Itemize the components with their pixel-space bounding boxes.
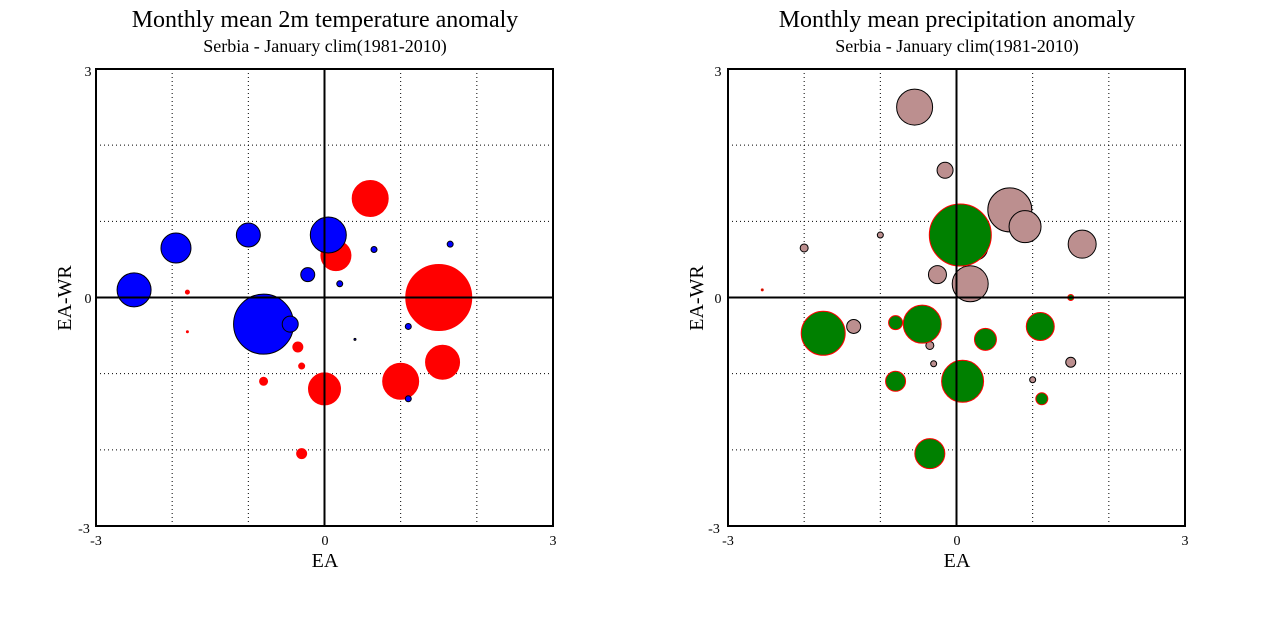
negative-anomaly-bubble <box>235 222 261 248</box>
negative-anomaly-bubble <box>446 240 454 248</box>
negative-anomaly-bubble <box>941 359 985 403</box>
positive-anomaly-bubble <box>351 179 389 217</box>
positive-anomaly-bubble <box>298 362 306 370</box>
positive-anomaly-bubble <box>936 161 954 179</box>
positive-anomaly-bubble <box>930 360 938 368</box>
negative-anomaly-bubble <box>404 395 412 403</box>
chart-subtitle: Serbia - January clim(1981-2010) <box>835 36 1078 57</box>
x-tick-min: -3 <box>722 534 734 549</box>
positive-anomaly-bubble <box>927 265 947 285</box>
bubble-marks <box>760 88 1097 470</box>
x-tick-min: -3 <box>90 534 102 549</box>
positive-anomaly-bubble <box>382 362 420 400</box>
negative-anomaly-bubble <box>336 280 344 288</box>
negative-anomaly-bubble <box>885 370 907 392</box>
negative-anomaly-bubble <box>353 337 357 341</box>
y-axis-label: EA-WR <box>686 265 708 331</box>
positive-anomaly-bubble <box>951 265 989 303</box>
positive-anomaly-bubble <box>876 231 884 239</box>
positive-anomaly-bubble <box>1029 376 1037 384</box>
bubble-marks <box>116 179 473 460</box>
y-tick-max: 3 <box>715 65 722 80</box>
positive-anomaly-bubble <box>296 448 308 460</box>
positive-anomaly-bubble <box>425 344 461 380</box>
y-tick-zero: 0 <box>715 292 722 307</box>
positive-anomaly-bubble <box>799 243 809 253</box>
negative-anomaly-bubble <box>1025 311 1055 341</box>
positive-anomaly-bubble <box>896 88 934 126</box>
negative-anomaly-bubble <box>370 246 378 254</box>
axes <box>95 68 554 527</box>
x-axis-label: EA <box>944 550 971 572</box>
positive-anomaly-bubble <box>259 376 269 386</box>
negative-anomaly-bubble <box>404 322 412 330</box>
negative-anomaly-bubble <box>800 310 846 356</box>
negative-anomaly-bubble <box>116 272 152 308</box>
y-tick-zero: 0 <box>85 292 92 307</box>
temperature-anomaly-chart: Monthly mean 2m temperature anomaly Serb… <box>54 7 557 572</box>
positive-anomaly-bubble <box>292 341 304 353</box>
precipitation-anomaly-chart: Monthly mean precipitation anomaly Serbi… <box>686 7 1189 572</box>
negative-anomaly-bubble <box>300 267 316 283</box>
negative-anomaly-bubble <box>760 288 764 292</box>
negative-anomaly-bubble <box>902 304 942 344</box>
negative-anomaly-bubble <box>914 438 946 470</box>
x-tick-max: 3 <box>1182 534 1189 549</box>
negative-anomaly-bubble <box>281 315 299 333</box>
x-tick-max: 3 <box>550 534 557 549</box>
negative-anomaly-bubble <box>1035 392 1049 406</box>
negative-anomaly-bubble <box>309 216 347 254</box>
positive-anomaly-bubble <box>184 289 190 295</box>
chart-subtitle: Serbia - January clim(1981-2010) <box>203 36 446 57</box>
negative-anomaly-bubble <box>973 327 997 351</box>
negative-anomaly-bubble <box>888 315 904 331</box>
y-axis-label: EA-WR <box>54 265 76 331</box>
positive-anomaly-bubble <box>1008 210 1042 244</box>
negative-anomaly-bubble <box>928 203 992 267</box>
plot-frame <box>727 68 1186 527</box>
x-tick-zero: 0 <box>322 534 329 549</box>
chart-title: Monthly mean precipitation anomaly <box>779 7 1136 33</box>
y-tick-max: 3 <box>85 65 92 80</box>
y-tick-min: -3 <box>78 522 90 537</box>
plot-frame <box>95 68 554 527</box>
x-tick-zero: 0 <box>954 534 961 549</box>
axes <box>727 68 1186 527</box>
negative-anomaly-bubble <box>160 232 192 264</box>
positive-anomaly-bubble <box>185 330 189 334</box>
positive-anomaly-bubble <box>1065 356 1077 368</box>
y-tick-min: -3 <box>708 522 720 537</box>
chart-title: Monthly mean 2m temperature anomaly <box>132 7 519 33</box>
positive-anomaly-bubble <box>846 318 862 334</box>
positive-anomaly-bubble <box>1067 229 1097 259</box>
x-axis-label: EA <box>312 550 339 572</box>
